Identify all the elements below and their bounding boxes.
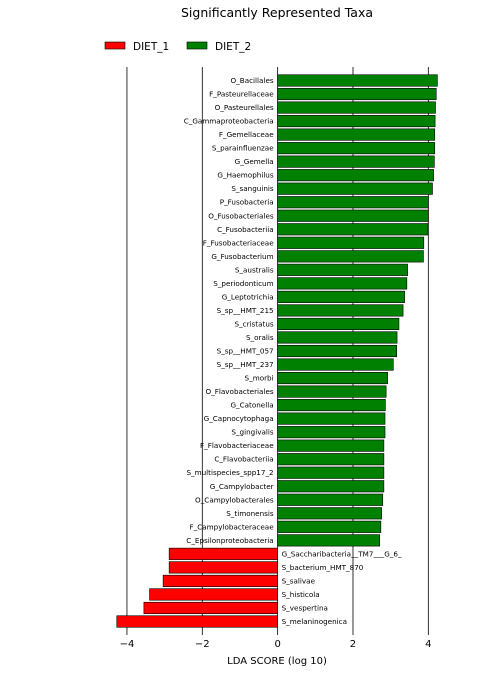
category-label: O_Bacillales <box>231 76 274 85</box>
bar <box>277 115 436 128</box>
x-tick-label: −4 <box>120 639 135 650</box>
category-label: S_sp__HMT_237 <box>217 360 274 369</box>
legend-label-diet-2: DIET_2 <box>215 41 251 53</box>
x-axis-label: LDA SCORE (log 10) <box>227 656 327 667</box>
category-label: S_multispecies_spp17_2 <box>186 468 273 477</box>
legend-label-diet-1: DIET_1 <box>133 41 169 53</box>
category-label: C_Flavobacteriia <box>214 455 273 464</box>
category-label: S_parainfluenzae <box>212 144 274 153</box>
category-label: G_Leptotrichia <box>222 292 274 301</box>
category-label: S_vespertina <box>282 603 328 612</box>
category-label: S_morbi <box>245 374 274 383</box>
bar <box>277 74 438 87</box>
category-label: S_sp__HMT_215 <box>217 306 274 315</box>
category-label: G_Capnocytophaga <box>204 414 274 423</box>
bar <box>277 304 404 317</box>
x-axis: −4 −2 0 2 4 <box>120 631 432 650</box>
bar <box>277 317 400 331</box>
category-label: O_Flavobacteriales <box>206 387 274 396</box>
bar <box>168 561 278 574</box>
category-labels: O_Bacillales F_Pasteurellaceae O_Pasteurel… <box>184 76 402 626</box>
bar <box>277 290 405 303</box>
legend-swatch-diet-2 <box>186 41 208 50</box>
bar <box>277 263 408 276</box>
category-label: S_cristatus <box>234 319 273 328</box>
category-label: C_Epsilonproteobacteria <box>186 536 273 545</box>
bar <box>277 399 386 412</box>
bar <box>277 480 385 493</box>
category-label: S_sanguinis <box>231 184 274 193</box>
bar <box>277 223 429 236</box>
bar <box>149 588 278 601</box>
category-label: P_Fusobacteria <box>220 198 274 207</box>
category-label: S_bacterium_HMT_870 <box>282 563 364 572</box>
bar <box>277 128 436 141</box>
bar <box>277 493 384 506</box>
category-label: F_Gemellaceae <box>219 130 274 139</box>
bar <box>277 453 385 466</box>
bar <box>277 142 436 155</box>
x-tick-label: −2 <box>195 639 210 650</box>
bar <box>168 547 278 560</box>
category-label: S_periodonticum <box>213 279 273 288</box>
category-label: C_Gammaproteobacteria <box>184 117 274 126</box>
bar <box>277 101 436 114</box>
category-label: G_Saccharibacteria__TM7___G_6_ <box>282 549 402 558</box>
bar <box>162 574 278 587</box>
category-label: G_Catonella <box>230 401 273 410</box>
category-label: S_salivae <box>282 576 316 585</box>
bars <box>116 74 438 628</box>
x-tick-label: 4 <box>425 639 431 650</box>
bar <box>277 209 429 222</box>
category-label: F_Flavobacteriaceae <box>200 441 274 450</box>
category-label: S_oralis <box>246 333 274 342</box>
category-label: S_melaninogenica <box>282 617 347 626</box>
bar <box>277 439 385 452</box>
category-label: F_Fusobacteriaceae <box>203 238 274 247</box>
bar <box>277 344 397 358</box>
bar <box>277 426 386 439</box>
category-label: F_Campylobacteraceae <box>190 522 275 531</box>
bar <box>277 250 424 263</box>
bar <box>277 507 382 520</box>
x-tick-label: 0 <box>274 639 280 650</box>
legend-swatch-diet-1 <box>104 41 126 50</box>
bar <box>277 466 385 479</box>
bar <box>277 412 386 425</box>
bar <box>277 534 381 547</box>
x-tick-label: 2 <box>350 639 356 650</box>
category-label: S_gingivalis <box>231 428 273 437</box>
bar <box>277 371 388 385</box>
bar <box>277 196 429 209</box>
bar <box>277 169 434 182</box>
category-label: C_Fusobacteriia <box>217 225 274 234</box>
category-label: G_Gemella <box>235 157 274 166</box>
bar <box>143 601 278 615</box>
category-label: S_timonensis <box>226 509 274 518</box>
bar <box>116 615 278 628</box>
category-label: F_Pasteurellaceae <box>209 90 274 99</box>
category-label: O_Fusobacteriales <box>208 211 274 220</box>
bar <box>277 358 394 371</box>
bar <box>277 277 408 290</box>
bar <box>277 236 425 249</box>
category-label: S_sp__HMT_057 <box>217 347 274 356</box>
bar <box>277 87 437 101</box>
chart-title: Significantly Represented Taxa <box>181 5 373 20</box>
category-label: S_australis <box>235 265 274 274</box>
bar <box>277 331 398 344</box>
legend: DIET_1 DIET_2 <box>104 41 251 53</box>
bar <box>277 385 387 398</box>
category-label: G_Fusobacterium <box>211 252 273 261</box>
category-label: O_Campylobacterales <box>195 495 274 504</box>
bar <box>277 520 382 533</box>
category-label: G_Haemophilus <box>217 171 273 180</box>
category-label: O_Pasteurellales <box>215 103 274 112</box>
category-label: G_Campylobacter <box>210 482 274 491</box>
category-label: S_histicola <box>282 590 320 599</box>
bar <box>277 155 435 168</box>
bar <box>277 182 433 195</box>
